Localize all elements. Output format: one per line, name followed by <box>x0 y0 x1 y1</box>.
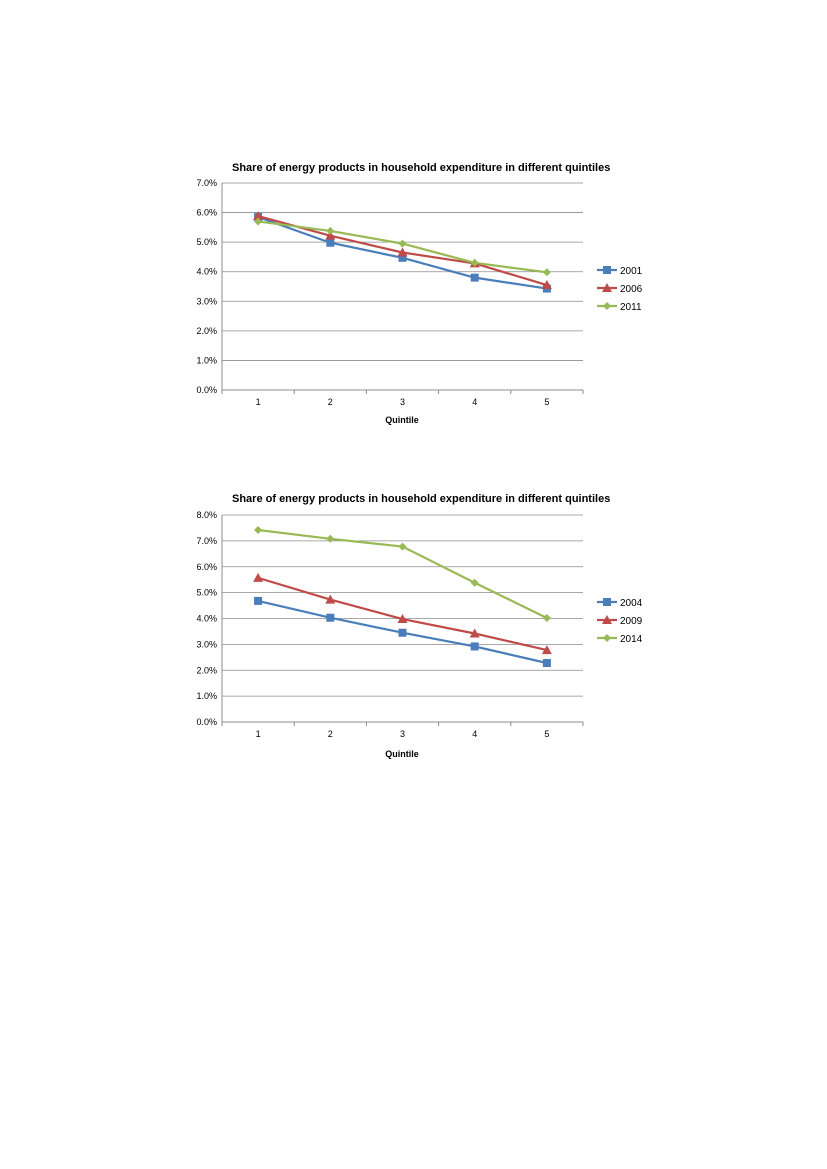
data-point <box>470 642 479 651</box>
data-point <box>398 628 407 637</box>
y-tick-label: 2.0% <box>196 665 217 675</box>
legend-label: 2001 <box>620 266 643 277</box>
legend-label: 2004 <box>620 598 643 609</box>
series-2009 <box>253 572 552 655</box>
x-tick-label: 2 <box>328 729 333 739</box>
chart-svg: Share of energy products in household ex… <box>196 493 643 759</box>
legend-marker <box>602 615 612 624</box>
chart-title: Share of energy products in household ex… <box>232 162 610 174</box>
data-point <box>397 247 408 257</box>
data-point <box>398 253 407 262</box>
x-tick-label: 1 <box>256 397 261 407</box>
y-tick-label: 5.0% <box>196 237 217 247</box>
y-tick-label: 6.0% <box>196 562 217 572</box>
legend-item: 2006 <box>597 283 643 295</box>
data-point <box>542 613 551 622</box>
data-point <box>469 628 480 638</box>
x-axis-label: Quintile <box>385 749 419 759</box>
data-point <box>254 526 263 535</box>
y-tick-label: 0.0% <box>196 385 217 395</box>
chart-title: Share of energy products in household ex… <box>232 493 610 505</box>
series-2004 <box>254 596 551 668</box>
data-point <box>470 258 479 267</box>
data-point <box>397 614 408 624</box>
x-tick-label: 3 <box>400 397 405 407</box>
y-tick-label: 4.0% <box>196 267 217 277</box>
data-point <box>254 217 263 226</box>
data-point <box>253 211 264 221</box>
legend-item: 2009 <box>597 615 643 627</box>
legend-label: 2006 <box>620 284 643 295</box>
legend-item: 2001 <box>597 266 643 277</box>
y-tick-label: 8.0% <box>196 510 217 520</box>
series-2011 <box>254 217 551 277</box>
x-tick-label: 1 <box>256 729 261 739</box>
legend-marker <box>603 634 611 642</box>
x-tick-label: 4 <box>472 729 477 739</box>
legend-item: 2011 <box>597 302 642 313</box>
x-tick-label: 2 <box>328 397 333 407</box>
legend-marker <box>603 302 611 310</box>
legend-marker <box>603 266 611 274</box>
y-tick-label: 1.0% <box>196 355 217 365</box>
data-point <box>326 534 335 543</box>
legend-item: 2004 <box>597 598 643 609</box>
data-point <box>325 594 336 604</box>
chart-energy-share-1: Share of energy products in household ex… <box>0 150 827 450</box>
legend-item: 2014 <box>597 634 643 645</box>
x-tick-label: 4 <box>472 397 477 407</box>
y-tick-label: 4.0% <box>196 614 217 624</box>
chart-svg: Share of energy products in household ex… <box>196 162 643 425</box>
series-2006 <box>253 211 552 290</box>
data-point <box>398 239 407 248</box>
legend-label: 2011 <box>620 302 642 313</box>
series-2014 <box>254 526 551 622</box>
data-point <box>542 268 551 277</box>
y-tick-label: 6.0% <box>196 208 217 218</box>
data-point <box>326 238 335 247</box>
data-point <box>326 226 335 235</box>
x-tick-label: 5 <box>544 729 549 739</box>
y-tick-label: 3.0% <box>196 639 217 649</box>
legend-label: 2014 <box>620 634 643 645</box>
data-point <box>542 659 551 668</box>
y-tick-label: 5.0% <box>196 588 217 598</box>
y-tick-label: 0.0% <box>196 717 217 727</box>
data-point <box>254 596 263 605</box>
data-point <box>541 645 552 655</box>
data-point <box>326 613 335 622</box>
legend-label: 2009 <box>620 616 643 627</box>
y-tick-label: 3.0% <box>196 296 217 306</box>
x-tick-label: 3 <box>400 729 405 739</box>
chart-energy-share-2: Share of energy products in household ex… <box>0 484 827 784</box>
data-point <box>470 578 479 587</box>
data-point <box>253 572 264 582</box>
y-tick-label: 7.0% <box>196 536 217 546</box>
y-tick-label: 1.0% <box>196 691 217 701</box>
data-point <box>398 542 407 551</box>
y-tick-label: 2.0% <box>196 326 217 336</box>
series-line <box>257 576 548 652</box>
data-point <box>541 280 552 290</box>
y-tick-label: 7.0% <box>196 178 217 188</box>
legend-marker <box>602 283 612 292</box>
data-point <box>325 230 336 240</box>
data-point <box>470 273 479 282</box>
x-axis-label: Quintile <box>385 415 419 425</box>
legend-marker <box>603 598 611 606</box>
x-tick-label: 5 <box>544 397 549 407</box>
